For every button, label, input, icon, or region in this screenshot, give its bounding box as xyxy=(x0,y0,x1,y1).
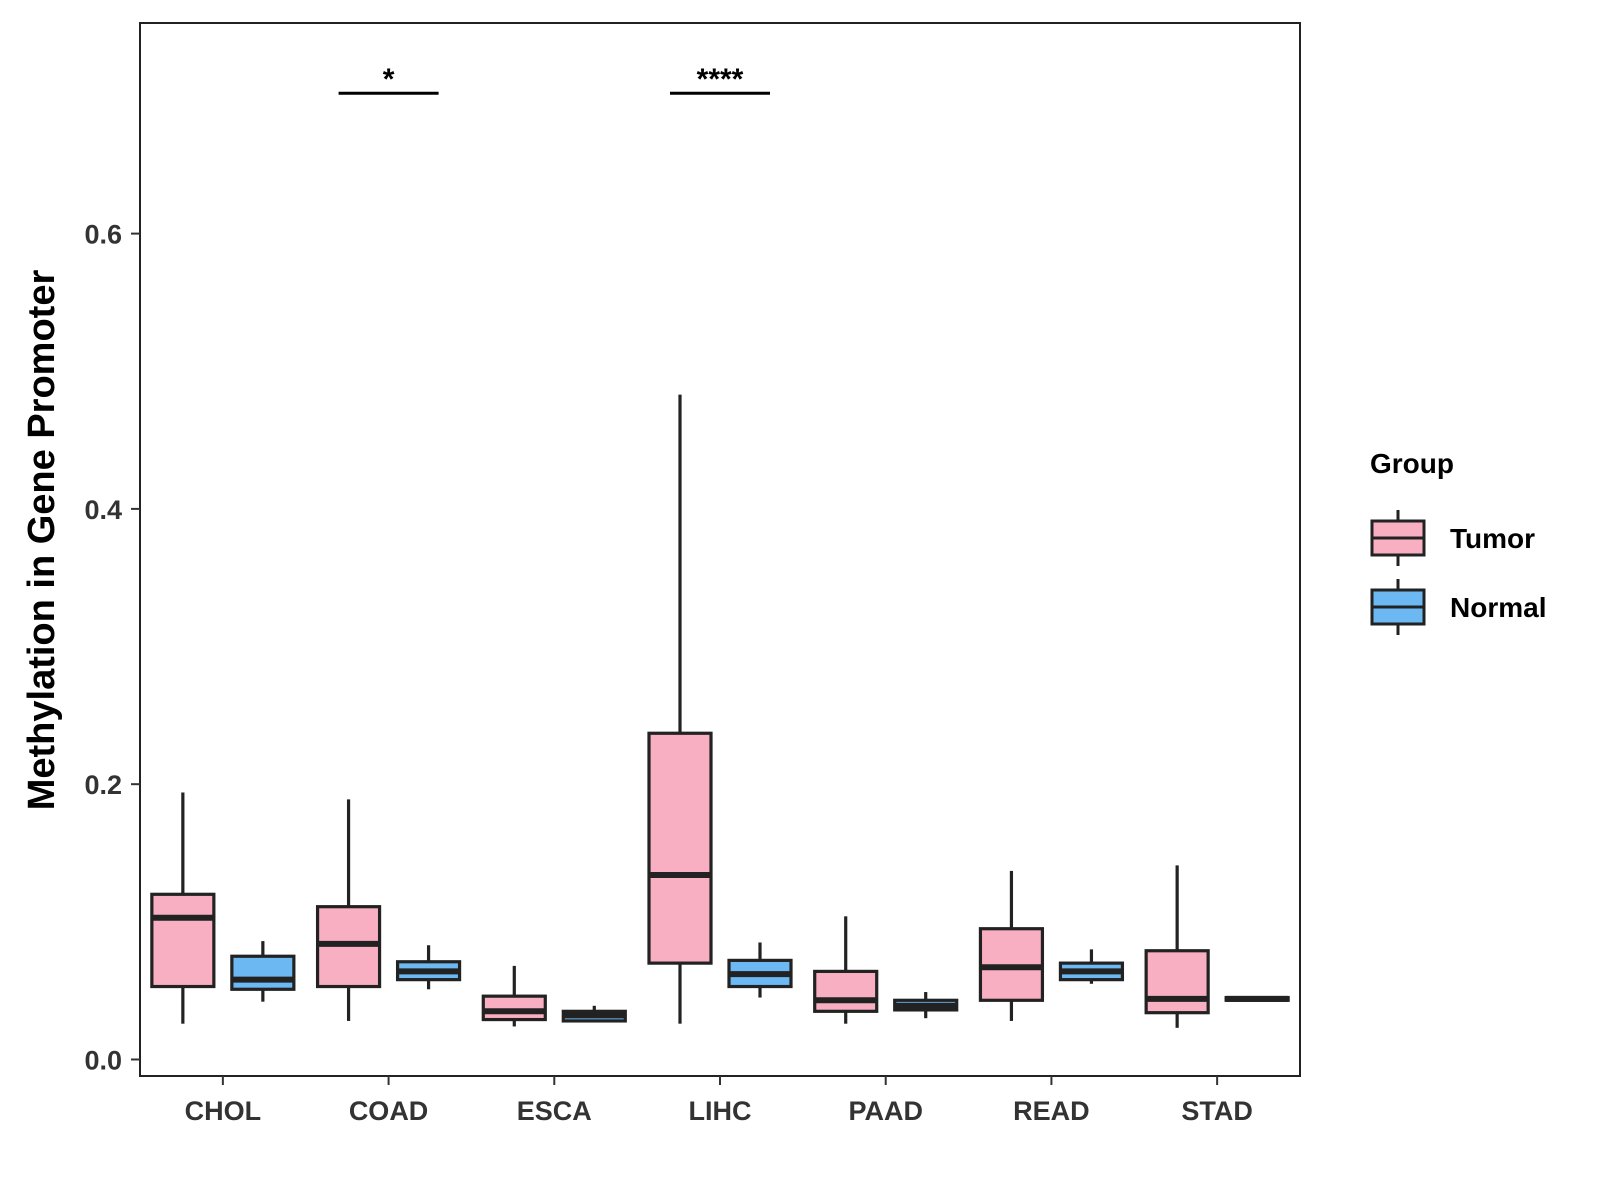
legend-items: Tumor Normal xyxy=(1370,510,1546,635)
legend-label: Tumor xyxy=(1450,523,1535,554)
box-normal-lihc xyxy=(727,942,793,998)
box-tumor-chol xyxy=(150,792,216,1024)
box-body xyxy=(647,731,713,965)
legend-item-tumor: Tumor xyxy=(1370,510,1535,566)
box-tumor-stad xyxy=(1144,865,1210,1028)
box-normal-stad xyxy=(1224,995,1290,1002)
box-tumor-esca xyxy=(481,965,547,1027)
box-normal-read xyxy=(1058,949,1125,984)
x-tick-label-chol: CHOL xyxy=(185,1096,262,1126)
axes: 0.0 0.2 0.4 0.6 CHOL COAD ESCA LIHC PAAD READ STAD… xyxy=(84,22,1301,1126)
box-tumor-lihc xyxy=(647,394,713,1024)
x-tick-label-lihc: LIHC xyxy=(689,1096,752,1126)
y-axis-title: Methylation in Gene Promoter xyxy=(21,270,63,811)
box-body xyxy=(1144,949,1210,1015)
legend-label: Normal xyxy=(1450,592,1546,623)
box-tumor-read xyxy=(978,870,1045,1021)
box-tumor-paad xyxy=(813,916,879,1024)
significance-label: * xyxy=(383,63,395,96)
box-body xyxy=(150,892,216,989)
box-body xyxy=(481,994,547,1022)
box-body xyxy=(813,969,879,1013)
box-normal-chol xyxy=(230,941,296,1002)
box-normal-esca xyxy=(561,1005,627,1023)
significance-label: **** xyxy=(697,63,744,96)
y-tick-label: 0.6 xyxy=(84,220,122,250)
x-tick-label-stad: STAD xyxy=(1181,1096,1253,1126)
box-body xyxy=(230,954,296,991)
y-tick-label: 0.4 xyxy=(84,495,122,525)
plot-area xyxy=(150,394,1290,1028)
box-normal-coad xyxy=(395,945,462,990)
x-tick-label-paad: PAAD xyxy=(848,1096,923,1126)
x-tick-label-coad: COAD xyxy=(349,1096,429,1126)
box-tumor-coad xyxy=(315,799,382,1021)
legend: Group Tumor Normal xyxy=(1370,448,1546,635)
box-normal-paad xyxy=(893,992,959,1019)
legend-title: Group xyxy=(1370,448,1454,479)
y-tick-label: 0.2 xyxy=(84,770,122,800)
y-tick-label: 0.0 xyxy=(84,1045,122,1075)
legend-item-normal: Normal xyxy=(1370,579,1546,635)
x-tick-label-esca: ESCA xyxy=(517,1096,592,1126)
x-tick-label-read: READ xyxy=(1013,1096,1090,1126)
